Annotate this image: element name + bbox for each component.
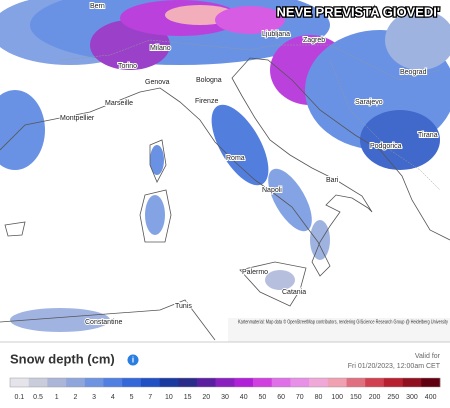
place-label: Bari (326, 177, 339, 184)
place-label: Milano (150, 45, 171, 52)
legend-swatch (271, 378, 291, 387)
place-label: Montpellier (60, 115, 95, 122)
legend-swatch (122, 378, 142, 387)
legend-label: 200 (369, 394, 381, 401)
place-label: Sarajevo (355, 99, 383, 106)
legend-swatch (402, 378, 422, 387)
valid-time: Fri 01/20/2023, 12:00am CET (348, 363, 441, 370)
legend-swatch (84, 378, 104, 387)
legend-label: 30 (221, 394, 229, 401)
legend-label: 70 (296, 394, 304, 401)
place-label: Genova (145, 79, 170, 86)
info-icon[interactable]: i (127, 354, 139, 366)
legend-label: 5 (130, 394, 134, 401)
legend-label: 2 (73, 394, 77, 401)
legend-swatch (140, 378, 160, 387)
legend-swatch (421, 378, 441, 387)
place-label: Firenze (195, 98, 218, 105)
legend-swatch (28, 378, 48, 387)
legend-label: 10 (165, 394, 173, 401)
legend-label: 60 (277, 394, 285, 401)
legend-label: 100 (331, 394, 343, 401)
legend-label: 250 (387, 394, 399, 401)
legend-label: 40 (240, 394, 248, 401)
place-label: Ljubljana (262, 31, 290, 38)
place-label: Napoli (262, 187, 282, 194)
legend-label: 3 (92, 394, 96, 401)
place-label: Tunis (175, 303, 192, 310)
snow-cover (0, 0, 450, 332)
legend-label: 400 (425, 394, 437, 401)
place-label: Constantine (85, 319, 122, 326)
place-label: Bern (90, 3, 105, 10)
legend-swatch (10, 378, 29, 387)
place-label: Roma (226, 155, 245, 162)
legend-swatch (290, 378, 310, 387)
legend-swatch (327, 378, 347, 387)
map-title: NEVE PREVISTA GIOVEDI' (277, 4, 440, 19)
legend-swatch (234, 378, 254, 387)
legend-swatch (66, 378, 86, 387)
legend-swatch (159, 378, 179, 387)
legend-scale: 0.1 0.5 1 2 3 4 5 7 10 15 20 30 40 50 60 70 80 100 150 200 2… (9, 377, 441, 401)
legend-title: Snow depth (cm) (10, 351, 115, 366)
legend-swatch (253, 378, 273, 387)
legend-label: 0.1 (14, 394, 24, 401)
legend-label: 15 (184, 394, 192, 401)
place-label: Torino (118, 63, 137, 70)
place-label: Podgorica (370, 143, 402, 150)
attribution-backdrop (228, 318, 450, 342)
borders (59, 39, 441, 191)
legend-swatch (178, 378, 198, 387)
legend-swatch (365, 378, 385, 387)
coastlines (0, 57, 450, 341)
legend-swatch (196, 378, 216, 387)
place-label: Beograd (400, 69, 427, 76)
place-label: Bologna (196, 77, 222, 84)
svg-text:i: i (132, 356, 134, 365)
legend-label: 7 (148, 394, 152, 401)
attribution: Kartenmaterial: Map data © OpenStreetMap… (238, 318, 448, 325)
legend-label: 80 (315, 394, 323, 401)
legend-swatch (309, 378, 329, 387)
legend-label: 4 (111, 394, 115, 401)
legend-label: 20 (202, 394, 210, 401)
place-label: Marseille (105, 100, 133, 107)
legend-swatch (47, 378, 67, 387)
legend-label: 0.5 (33, 394, 43, 401)
legend-swatch (215, 378, 235, 387)
legend-panel (0, 342, 450, 403)
legend-swatch (346, 378, 366, 387)
valid-label: Valid for (415, 353, 441, 360)
place-labels: Bern Ljubljana Zagreb Beograd Torino Mil… (59, 2, 439, 327)
legend-swatch (103, 378, 123, 387)
legend-label: 1 (55, 394, 59, 401)
legend-label: 50 (258, 394, 266, 401)
legend-swatch (383, 378, 403, 387)
place-label: Catania (282, 289, 306, 296)
legend-outline (9, 377, 441, 388)
legend-label: 300 (406, 394, 418, 401)
place-label: Palermo (242, 269, 268, 276)
legend-label: 150 (350, 394, 362, 401)
place-label: Zagreb (303, 37, 325, 44)
place-label: Tirana (418, 132, 438, 139)
